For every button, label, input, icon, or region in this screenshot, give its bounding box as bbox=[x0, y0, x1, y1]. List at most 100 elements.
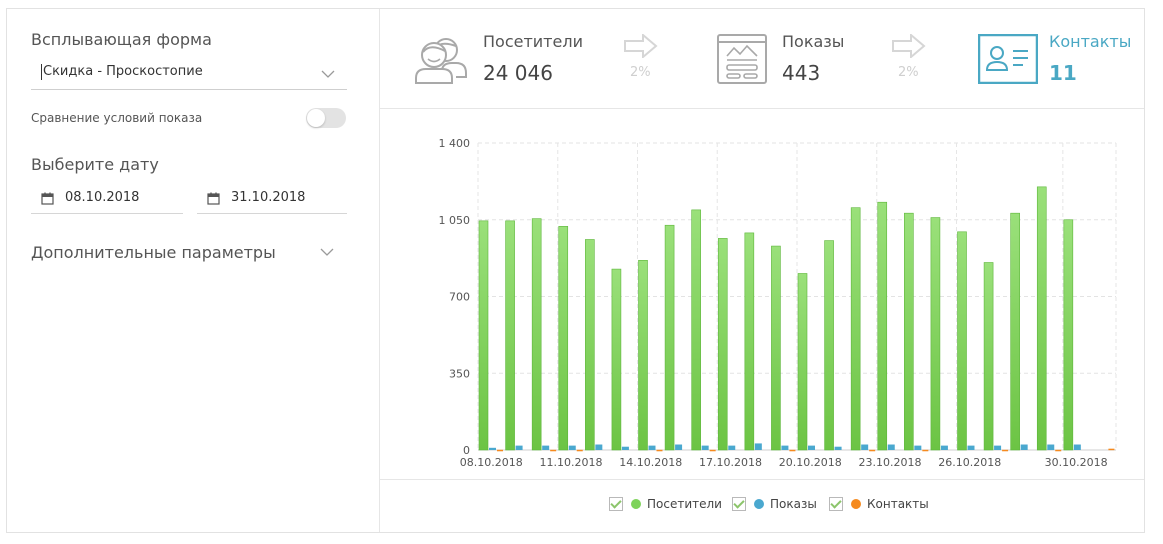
calendar-icon bbox=[41, 192, 54, 205]
bar-visitors bbox=[505, 220, 515, 451]
popup-form-title: Всплывающая форма bbox=[31, 30, 212, 49]
bar-views bbox=[648, 445, 656, 450]
bar-views bbox=[568, 445, 576, 450]
bar-views bbox=[834, 446, 842, 450]
visitors-value: 24 046 bbox=[483, 61, 553, 85]
bar-visitors bbox=[585, 239, 595, 451]
arrow-right-icon bbox=[892, 34, 926, 58]
bar-views bbox=[1047, 444, 1055, 450]
bar-visitors bbox=[983, 262, 994, 451]
x-tick-label: 14.10.2018 bbox=[619, 456, 682, 469]
calendar-icon bbox=[207, 192, 220, 205]
popup-form-select[interactable]: Скидка - Проскостопие bbox=[31, 57, 347, 90]
bar-views bbox=[914, 445, 922, 450]
bar-views bbox=[675, 444, 683, 450]
extra-params-toggle[interactable]: Дополнительные параметры bbox=[31, 243, 276, 262]
bar-visitors bbox=[904, 212, 914, 451]
bar-visitors bbox=[957, 231, 967, 451]
date-to-value: 31.10.2018 bbox=[231, 190, 306, 205]
bar-contacts bbox=[1108, 448, 1115, 451]
bar-visitors bbox=[558, 226, 569, 451]
checkbox-checked-icon[interactable] bbox=[829, 497, 843, 511]
x-tick-label: 08.10.2018 bbox=[460, 456, 523, 469]
compare-toggle[interactable] bbox=[306, 108, 346, 128]
contact-card-icon bbox=[978, 34, 1038, 84]
bar-contacts bbox=[922, 449, 929, 452]
bar-visitors bbox=[930, 217, 941, 451]
bar-views bbox=[1073, 444, 1081, 450]
date-to-field[interactable]: 31.10.2018 bbox=[197, 187, 347, 214]
toggle-knob bbox=[307, 109, 325, 127]
bar-visitors bbox=[1010, 212, 1020, 451]
bar-views bbox=[1020, 444, 1028, 450]
legend-swatch bbox=[851, 499, 861, 509]
extra-params-label: Дополнительные параметры bbox=[31, 243, 276, 262]
legend-swatch bbox=[631, 499, 641, 509]
x-tick-label: 23.10.2018 bbox=[859, 456, 922, 469]
legend-label: Показы bbox=[770, 497, 817, 511]
y-tick-label: 1 400 bbox=[439, 137, 471, 150]
date-from-field[interactable]: 08.10.2018 bbox=[31, 187, 183, 214]
bar-views bbox=[621, 446, 629, 450]
bar-contacts bbox=[497, 449, 503, 452]
bar-visitors bbox=[1036, 186, 1047, 451]
bar-visitors bbox=[771, 245, 781, 451]
bar-visitors bbox=[877, 201, 888, 451]
views-icon bbox=[717, 34, 767, 84]
arrow-right-icon bbox=[624, 34, 658, 58]
bar-visitors bbox=[850, 207, 861, 451]
legend-label: Посетители bbox=[647, 497, 722, 511]
bar-contacts bbox=[869, 449, 876, 452]
bar-contacts bbox=[550, 449, 557, 452]
checkbox-checked-icon[interactable] bbox=[732, 497, 746, 511]
bar-contacts bbox=[656, 449, 663, 452]
x-tick-label: 17.10.2018 bbox=[699, 456, 762, 469]
bar-views bbox=[701, 445, 709, 450]
filters-panel: Всплывающая форма Скидка - Проскостопие … bbox=[7, 9, 380, 532]
bar-visitors bbox=[717, 238, 728, 451]
popup-form-value: Скидка - Проскостопие bbox=[43, 64, 203, 79]
views-label: Показы bbox=[782, 32, 845, 51]
chevron-down-icon bbox=[321, 70, 335, 78]
bar-contacts bbox=[709, 449, 716, 452]
bar-views bbox=[728, 445, 736, 450]
bar-contacts bbox=[789, 449, 796, 452]
bar-views bbox=[595, 444, 603, 450]
bar-visitors bbox=[797, 273, 808, 451]
bar-chart: 0 350 700 1 050 1 400 08.10.2018 11.10.2018 14.… bbox=[439, 137, 1117, 469]
bar-visitors bbox=[664, 224, 675, 451]
kpi-strip: Посетители 24 046 2% Показы 443 2% bbox=[380, 9, 1144, 109]
visitors-label: Посетители bbox=[483, 32, 583, 51]
chevron-down-icon[interactable] bbox=[320, 248, 334, 256]
legend-label: Контакты bbox=[867, 497, 929, 511]
contacts-value: 11 bbox=[1049, 61, 1077, 85]
x-tick-label: 11.10.2018 bbox=[540, 456, 603, 469]
bar-visitors bbox=[691, 209, 701, 451]
x-tick-label: 26.10.2018 bbox=[938, 456, 1001, 469]
x-tick-label: 20.10.2018 bbox=[779, 456, 842, 469]
date-from-value: 08.10.2018 bbox=[65, 190, 140, 205]
bar-views bbox=[781, 445, 789, 450]
y-tick-label: 350 bbox=[449, 367, 470, 380]
bar-views bbox=[542, 445, 550, 450]
date-title: Выберите дату bbox=[31, 155, 159, 174]
contacts-label: Контакты bbox=[1049, 32, 1132, 51]
bar-contacts bbox=[1055, 449, 1062, 452]
conversion-rate-1: 2% bbox=[630, 65, 651, 80]
bar-visitors bbox=[611, 268, 622, 451]
bar-visitors bbox=[478, 220, 489, 451]
bar-views bbox=[808, 445, 815, 450]
text-cursor bbox=[41, 64, 42, 80]
conversion-rate-2: 2% bbox=[898, 65, 919, 80]
chart-legend: Посетители Показы Контакты bbox=[380, 479, 1144, 533]
legend-swatch bbox=[754, 499, 764, 509]
visitors-icon bbox=[415, 38, 467, 84]
bar-contacts bbox=[1002, 449, 1009, 452]
views-value: 443 bbox=[782, 61, 821, 85]
bar-visitors bbox=[1063, 219, 1074, 451]
bar-visitors bbox=[638, 260, 648, 451]
bar-contacts bbox=[576, 449, 583, 452]
checkbox-checked-icon[interactable] bbox=[609, 497, 623, 511]
stats-panel: Посетители 24 046 2% Показы 443 2% bbox=[380, 9, 1144, 532]
y-tick-label: 700 bbox=[449, 291, 470, 304]
